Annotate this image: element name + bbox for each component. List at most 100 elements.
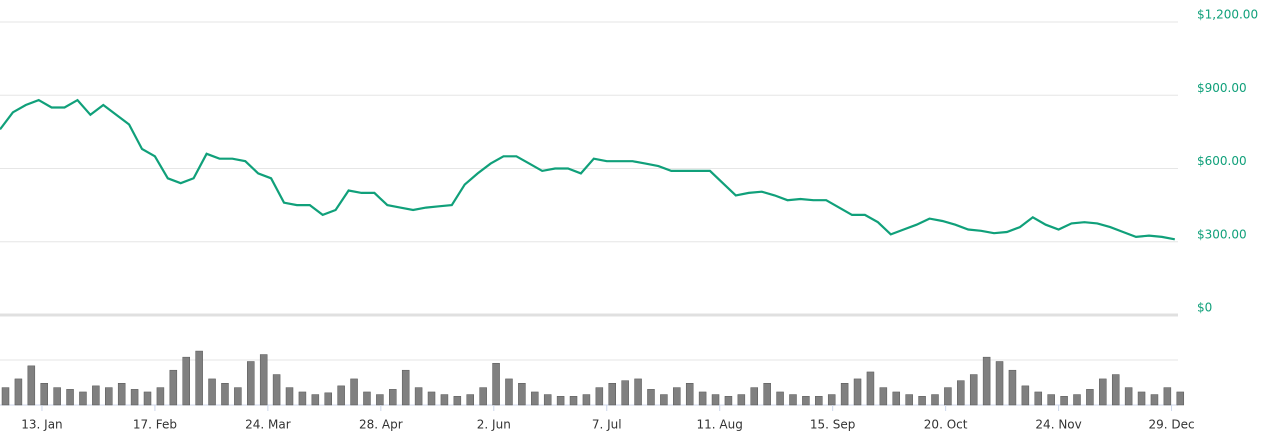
- volume-bar: [879, 387, 888, 406]
- volume-bar: [595, 387, 604, 406]
- volume-bar: [1021, 385, 1030, 406]
- volume-bar: [401, 369, 410, 406]
- volume-bar: [569, 396, 578, 406]
- volume-bar: [789, 394, 797, 406]
- volume-bar: [285, 387, 294, 406]
- x-tick-label: 29. Dec: [1148, 418, 1194, 432]
- y-tick-label: $0: [1197, 301, 1212, 315]
- volume-bar: [376, 394, 384, 406]
- volume-bar: [582, 394, 591, 406]
- volume-bar: [815, 396, 823, 406]
- volume-bar: [130, 389, 139, 406]
- volume-bar: [995, 361, 1004, 406]
- volume-bar: [853, 378, 862, 406]
- volume-bar: [208, 378, 216, 406]
- volume-bar: [776, 391, 784, 406]
- volume-bar: [724, 396, 733, 406]
- volume-bar: [272, 374, 281, 406]
- y-tick-label: $600.00: [1197, 154, 1247, 168]
- volume-bar: [350, 378, 358, 406]
- x-tick-label: 13. Jan: [21, 418, 62, 432]
- volume-bar: [234, 387, 242, 406]
- volume-bar: [866, 371, 875, 406]
- volume-bar: [1099, 378, 1107, 406]
- y-tick-label: $1,200.00: [1197, 8, 1258, 22]
- volume-bar: [750, 387, 759, 406]
- volume-bar: [40, 383, 48, 406]
- x-tick-label: 7. Jul: [592, 418, 622, 432]
- volume-bar: [647, 389, 655, 406]
- volume-bar: [827, 394, 836, 406]
- volume-bar: [363, 391, 371, 406]
- volume-bar: [117, 383, 126, 406]
- volume-bar: [182, 356, 190, 406]
- volume-bar: [324, 392, 332, 406]
- volume-bar: [14, 378, 23, 406]
- volume-bar: [1176, 391, 1185, 406]
- volume-bar: [802, 396, 810, 406]
- volume-bar: [247, 361, 255, 406]
- x-tick-label: 15. Sep: [810, 418, 856, 432]
- volume-bar: [1163, 387, 1172, 406]
- x-tick-label: 24. Mar: [245, 418, 291, 432]
- volume-bar: [673, 387, 681, 406]
- volume-bar: [685, 383, 694, 406]
- volume-bar: [969, 374, 978, 406]
- volume-bar: [156, 387, 165, 406]
- volume-bar: [698, 391, 707, 406]
- volume-bar: [957, 380, 965, 406]
- volume-bar: [711, 394, 720, 406]
- volume-bar: [298, 391, 307, 406]
- volume-bar: [944, 387, 952, 406]
- volume-bar: [1137, 391, 1146, 406]
- volume-bar: [1060, 396, 1068, 406]
- volume-bar: [453, 396, 462, 406]
- volume-bar: [1150, 394, 1159, 406]
- volume-bar: [660, 394, 668, 406]
- volume-bar: [1, 387, 10, 406]
- volume-bar: [840, 383, 849, 406]
- price-line: [0, 98, 1176, 241]
- volume-bar: [518, 383, 526, 406]
- volume-bar: [531, 391, 539, 406]
- volume-bar: [505, 378, 513, 406]
- volume-bar: [982, 356, 991, 406]
- volume-bar: [931, 394, 939, 406]
- volume-bar: [389, 389, 397, 406]
- x-tick-label: 20. Oct: [924, 418, 968, 432]
- volume-bar: [918, 396, 926, 406]
- volume-bar: [466, 394, 474, 406]
- volume-bar: [1047, 394, 1055, 406]
- x-tick-label: 17. Feb: [133, 418, 177, 432]
- volume-bar: [892, 391, 901, 406]
- volume-bar: [737, 394, 746, 406]
- volume-bar: [53, 387, 61, 406]
- volume-bar: [905, 394, 913, 406]
- volume-bar: [556, 396, 565, 406]
- volume-bar: [608, 383, 617, 406]
- volume-bar: [440, 394, 449, 406]
- volume-bar: [27, 365, 36, 406]
- volume-bar: [221, 383, 229, 406]
- volume-bar: [259, 354, 268, 406]
- x-tick-label: 11. Aug: [697, 418, 743, 432]
- volume-bar: [492, 362, 500, 406]
- volume-bar: [1111, 374, 1120, 406]
- x-tick-label: 28. Apr: [359, 418, 403, 432]
- volume-bar: [337, 385, 345, 406]
- volume-bar: [479, 387, 487, 406]
- x-tick-label: 2. Jun: [477, 418, 511, 432]
- volume-bar: [1086, 389, 1094, 406]
- volume-bar: [66, 389, 74, 406]
- volume-bar: [1034, 391, 1043, 406]
- y-tick-label: $300.00: [1197, 227, 1247, 241]
- volume-bar: [311, 394, 320, 406]
- volume-bar: [634, 378, 642, 406]
- volume-bar: [79, 391, 87, 406]
- volume-bar: [92, 385, 100, 406]
- volume-bar: [543, 394, 552, 406]
- y-tick-label: $900.00: [1197, 81, 1247, 95]
- volume-bar: [1124, 387, 1133, 406]
- volume-bar: [1008, 369, 1017, 406]
